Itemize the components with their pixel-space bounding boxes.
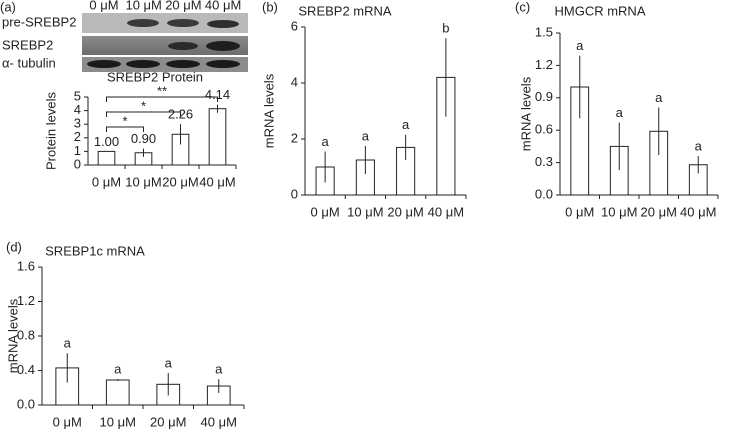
- y-tick-label: 3: [74, 116, 81, 131]
- blot-row-label: pre-SREBP2: [2, 14, 76, 29]
- x-tick-label: 20 μM: [641, 204, 677, 219]
- significance-label: *: [122, 113, 127, 128]
- group-label: a: [655, 90, 663, 105]
- significance-label: **: [157, 83, 167, 98]
- value-label: 1.00: [94, 134, 119, 149]
- y-tick-label: 1.2: [17, 293, 35, 308]
- x-tick-label: 0 μM: [565, 204, 594, 219]
- chart-title: SREBP2 Protein: [107, 69, 203, 84]
- x-tick-label: 10 μM: [125, 174, 161, 189]
- group-label: a: [695, 139, 703, 154]
- panel-label: (c): [515, 0, 530, 14]
- panel-label: (d): [6, 239, 22, 254]
- y-tick-label: 5: [74, 88, 81, 103]
- group-label: a: [114, 362, 122, 377]
- y-axis-label: mRNA levels: [518, 76, 533, 151]
- y-tick-label: 1.2: [535, 57, 553, 72]
- group-label: a: [165, 356, 173, 371]
- value-label: 0.90: [131, 131, 156, 146]
- y-tick-label: 0.6: [535, 122, 553, 137]
- blot-row: [82, 13, 248, 33]
- y-tick-label: 1: [74, 143, 81, 158]
- blot-lane-label: 0 μM: [89, 0, 118, 12]
- group-label: a: [616, 105, 624, 120]
- x-tick-label: 20 μM: [162, 174, 198, 189]
- blot-row: [82, 36, 248, 55]
- x-tick-label: 40 μM: [680, 204, 716, 219]
- y-tick-label: 0.4: [17, 362, 35, 377]
- significance-bracket: [106, 126, 144, 132]
- chart-title: SREBP2 mRNA: [298, 3, 392, 18]
- bar: [97, 150, 116, 166]
- value-label: 4.14: [205, 87, 230, 102]
- group-label: a: [322, 134, 330, 149]
- group-label: a: [215, 362, 223, 377]
- blot-lane-label: 20 μM: [165, 0, 201, 12]
- y-tick-label: 1.6: [17, 258, 35, 273]
- significance-label: *: [141, 98, 146, 113]
- x-tick-label: 20 μM: [150, 414, 186, 429]
- y-tick-label: 2: [74, 129, 81, 144]
- x-tick-label: 0 μM: [53, 414, 82, 429]
- blot-band: [127, 19, 159, 27]
- significance-bracket: [106, 111, 181, 117]
- blot-band: [168, 42, 198, 50]
- x-tick-label: 10 μM: [347, 204, 383, 219]
- y-tick-label: 0.3: [535, 154, 553, 169]
- x-tick-label: 20 μM: [387, 204, 423, 219]
- bar: [208, 108, 227, 166]
- group-label: b: [442, 21, 449, 36]
- x-tick-label: 40 μM: [201, 414, 237, 429]
- blot-lane-label: 40 μM: [205, 0, 241, 12]
- y-tick-label: 4: [291, 74, 298, 89]
- x-tick-label: 10 μM: [601, 204, 637, 219]
- y-tick-label: 0.8: [17, 327, 35, 342]
- y-axis-label: Protein levels: [43, 91, 58, 170]
- x-tick-label: 40 μM: [428, 204, 464, 219]
- y-tick-label: 6: [291, 18, 298, 33]
- y-tick-label: 2: [291, 130, 298, 145]
- x-tick-label: 0 μM: [311, 204, 340, 219]
- significance-bracket: [106, 96, 218, 102]
- blot-band: [87, 60, 121, 68]
- y-tick-label: 0: [291, 186, 298, 201]
- y-tick-label: 4: [74, 102, 81, 117]
- y-tick-label: 0.0: [17, 396, 35, 411]
- y-tick-label: 1.5: [535, 24, 553, 39]
- group-label: a: [64, 336, 72, 351]
- blot-band: [166, 60, 200, 68]
- x-tick-label: 0 μM: [92, 174, 121, 189]
- y-axis-label: mRNA levels: [5, 298, 20, 373]
- blot-band: [126, 60, 160, 68]
- blot-row-label: α- tubulin: [2, 55, 56, 70]
- panel-label: (b): [262, 0, 278, 14]
- chart-title: HMGCR mRNA: [555, 3, 646, 18]
- y-tick-label: 0.9: [535, 89, 553, 104]
- x-tick-label: 40 μM: [199, 174, 235, 189]
- group-label: a: [402, 117, 410, 132]
- blot-band: [167, 19, 199, 27]
- y-axis-label: mRNA levels: [261, 73, 276, 148]
- blot-lane-label: 10 μM: [125, 0, 161, 12]
- blot-band: [207, 20, 239, 28]
- x-tick-label: 10 μM: [100, 414, 136, 429]
- blot-row-label: SREBP2: [2, 37, 53, 52]
- y-tick-label: 0.0: [535, 186, 553, 201]
- bar: [105, 379, 130, 406]
- chart-title: SREBP1c mRNA: [45, 243, 145, 258]
- group-label: a: [362, 128, 370, 143]
- western-blot: [82, 13, 248, 72]
- blot-band: [206, 41, 240, 51]
- panel-label: (a): [0, 0, 16, 14]
- group-label: a: [576, 38, 584, 53]
- blot-row: [82, 57, 248, 72]
- blot-band: [206, 60, 240, 68]
- y-tick-label: 0: [74, 156, 81, 171]
